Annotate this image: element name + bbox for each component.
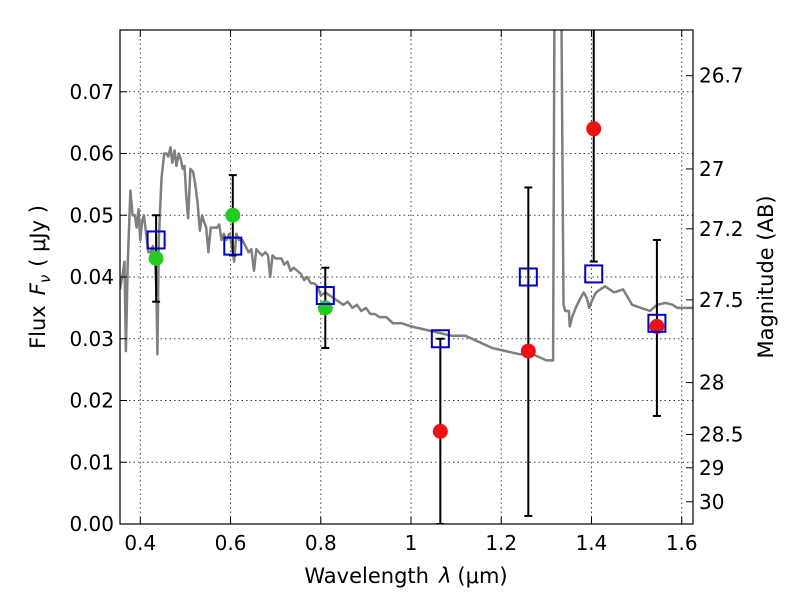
model-photometry-square: [146, 230, 166, 250]
ticks: 0.4 0.6 0.8 1 1.2 1.4 1.6 0.00 0.01 0.02 0.03 0.04 0…: [69, 30, 744, 555]
y2-tick-label: 27.5: [699, 288, 744, 312]
upper-limit-point: [432, 423, 448, 439]
upper-limit-point: [649, 318, 665, 334]
x-tick-label: 1.6: [666, 531, 698, 555]
x-tick-label: 0.6: [215, 531, 247, 555]
upper-limit-point: [586, 121, 602, 137]
detection-point: [148, 250, 164, 266]
x-tick-label: 1: [405, 531, 418, 555]
y-tick-label: 0.06: [69, 142, 114, 166]
detection-point: [317, 300, 333, 316]
upper-limit-point: [520, 343, 536, 359]
y2-tick-label: 28: [699, 371, 724, 395]
y-tick-label: 0.07: [69, 80, 114, 104]
model-photometry-square: [647, 313, 667, 333]
x-tick-label: 1.4: [576, 531, 608, 555]
y-tick-label: 0.03: [69, 327, 114, 351]
grid: [120, 30, 693, 525]
y2-tick-label: 28.5: [699, 422, 744, 446]
y-tick-label: 0.05: [69, 203, 114, 227]
plot-area: [120, 30, 693, 524]
y-tick-label: 0.04: [69, 265, 114, 289]
x-tick-label: 0.8: [305, 531, 337, 555]
y2-tick-label: 30: [699, 490, 724, 514]
y2-tick-label: 26.7: [699, 64, 744, 88]
model-photometry-square: [315, 286, 335, 306]
model-photometry-square: [584, 264, 604, 284]
y-tick-label: 0.00: [69, 512, 114, 536]
y-axis-label: FluxFν( μJy ): [26, 205, 54, 349]
detection-point: [225, 207, 241, 223]
model-sed-line: [120, 30, 693, 362]
x-tick-label: 1.2: [485, 531, 517, 555]
model-photometry-square: [518, 267, 538, 287]
y2-tick-label: 27.2: [699, 217, 744, 241]
y2-axis-label: Magnitude (AB): [754, 195, 778, 358]
x-tick-label: 0.4: [124, 531, 156, 555]
y-tick-label: 0.01: [69, 450, 114, 474]
model-photometry-square: [223, 236, 243, 256]
y2-tick-label: 29: [699, 456, 724, 480]
model-photometry-square: [430, 329, 450, 349]
y2-tick-label: 27: [699, 157, 724, 181]
y-tick-label: 0.02: [69, 389, 114, 413]
x-axis-label: Wavelength λ (μm): [304, 564, 507, 588]
